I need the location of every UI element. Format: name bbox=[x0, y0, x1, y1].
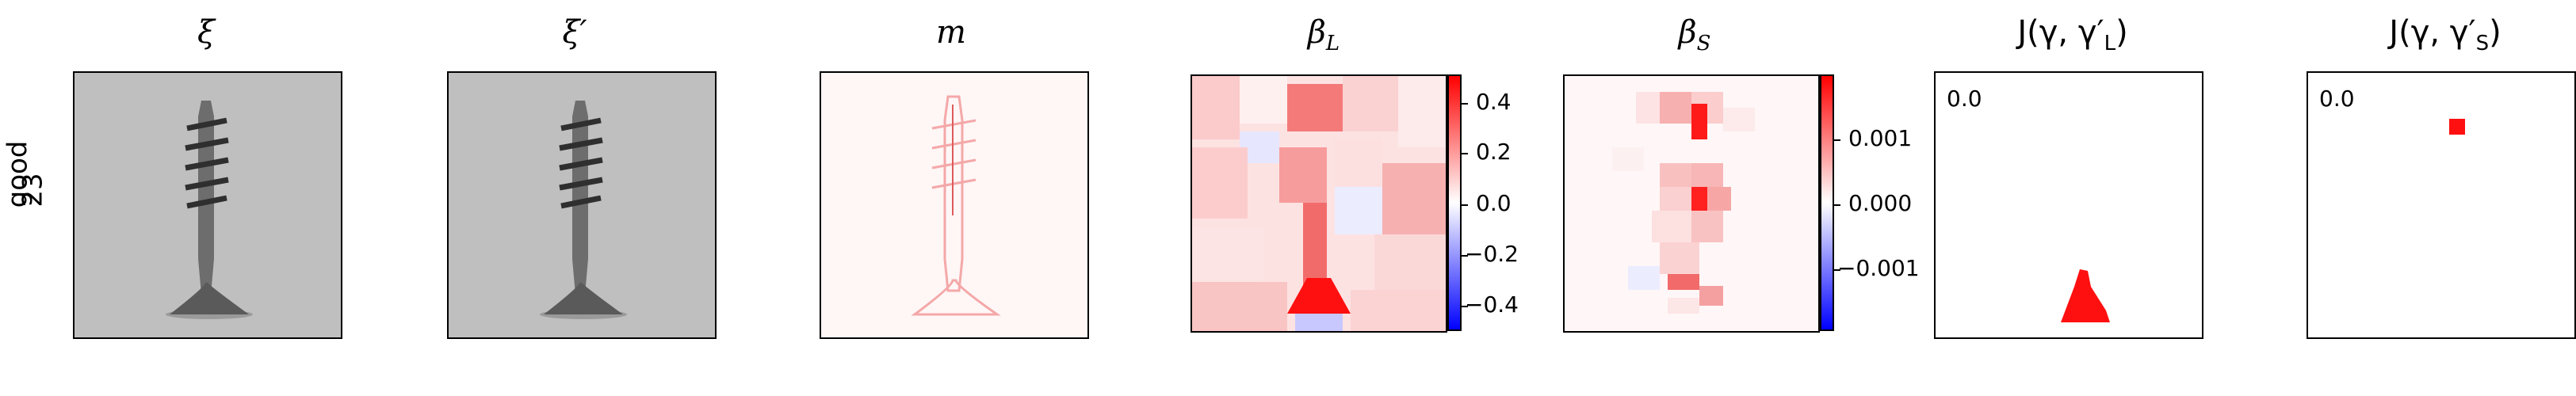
cbar-l-label: 0.0 bbox=[1476, 190, 1512, 216]
cbar-l-label: 0.2 bbox=[1476, 139, 1512, 165]
image-m bbox=[820, 71, 1089, 339]
beta-s-heatmap bbox=[1565, 76, 1818, 331]
beta-l-heatmap bbox=[1192, 76, 1446, 331]
panel-title-m: m bbox=[936, 14, 966, 51]
screw-image-icon bbox=[449, 73, 715, 337]
panel-title-beta-l: βL bbox=[1307, 14, 1340, 55]
row-label-index: 23 bbox=[17, 173, 49, 208]
cbar-l-label: −0.2 bbox=[1465, 241, 1519, 267]
cbar-l-label: −0.4 bbox=[1465, 291, 1519, 318]
row-label: good 23 bbox=[0, 141, 71, 261]
image-j-l: 0.0 bbox=[1934, 71, 2203, 339]
panel-title-beta-s: βS bbox=[1678, 14, 1711, 55]
image-beta-s bbox=[1563, 74, 1820, 333]
cbar-l-tick bbox=[1462, 204, 1468, 206]
image-xi-prime bbox=[447, 71, 717, 339]
panel-title-j-s: J(γ, γ′S) bbox=[2389, 14, 2501, 55]
panel-title-xi-prime: ξ′ bbox=[562, 14, 587, 51]
cbar-l-label: 0.4 bbox=[1476, 89, 1512, 115]
j-s-value: 0.0 bbox=[2319, 86, 2355, 112]
j-l-value: 0.0 bbox=[1947, 86, 1982, 112]
cbar-s-label: 0.001 bbox=[1848, 125, 1913, 151]
cbar-s-label: 0.000 bbox=[1848, 190, 1913, 216]
screw-image-icon bbox=[75, 73, 341, 337]
panel-title-xi: ξ bbox=[197, 14, 216, 51]
image-beta-l bbox=[1191, 74, 1447, 333]
cbar-s-label: −0.001 bbox=[1837, 255, 1920, 281]
mask-image-icon bbox=[821, 73, 1087, 337]
cbar-l-tick bbox=[1462, 255, 1468, 257]
cbar-l-tick bbox=[1462, 103, 1468, 105]
panel-title-j-l: J(γ, γ′L) bbox=[2017, 14, 2128, 55]
j-s-map bbox=[2308, 73, 2574, 337]
image-j-s: 0.0 bbox=[2307, 71, 2576, 339]
colorbar-beta-s bbox=[1820, 74, 1834, 331]
cbar-l-tick bbox=[1462, 306, 1468, 307]
j-l-map bbox=[1936, 73, 2202, 337]
cbar-s-tick bbox=[1834, 269, 1840, 271]
cbar-l-tick bbox=[1462, 153, 1468, 154]
colorbar-beta-l bbox=[1447, 74, 1462, 331]
image-xi bbox=[73, 71, 342, 339]
cbar-s-tick bbox=[1834, 204, 1840, 206]
cbar-s-tick bbox=[1834, 139, 1840, 141]
